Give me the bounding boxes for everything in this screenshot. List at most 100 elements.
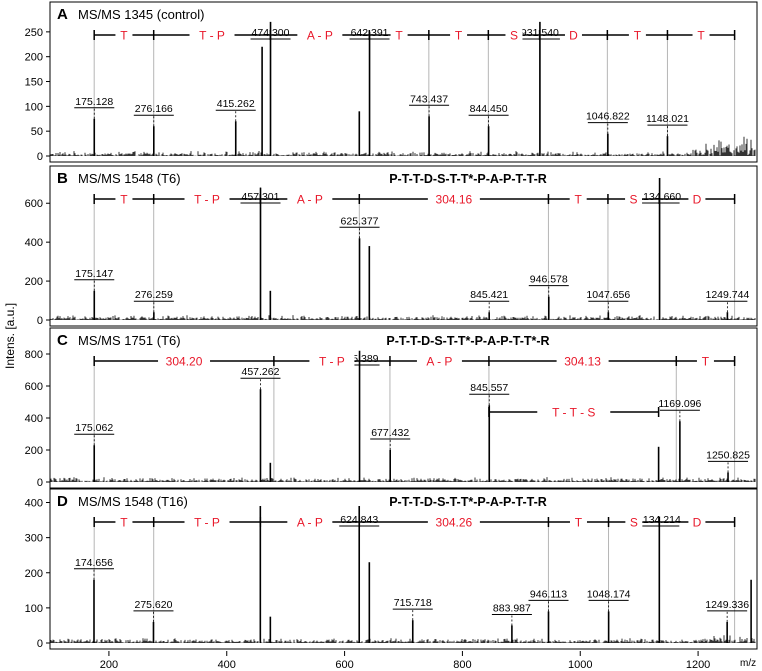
peptide-sequence: P-T-T-D-S-T-T*-P-A-P-T-T-R: [389, 172, 547, 186]
spectrum-noise-trace: [50, 136, 756, 156]
ladder-label-bg: [450, 27, 468, 42]
residue-label: T: [697, 29, 705, 43]
peak-label: 845.557: [470, 382, 508, 394]
ladder-label-bg: [184, 191, 230, 206]
residue-label: 304.13: [564, 355, 601, 369]
ladder-label-bg: [688, 191, 706, 206]
residue-label: T - P: [199, 29, 225, 43]
residue-label: T - P: [194, 193, 220, 207]
y-tick-label: 0: [37, 477, 43, 489]
x-tick-label: 200: [100, 659, 118, 671]
residue-label: 304.20: [166, 355, 203, 369]
peak-label: 844.450: [470, 103, 508, 115]
y-tick-label: 600: [25, 198, 43, 210]
residue-label: A - P: [297, 516, 323, 530]
x-tick-label: 400: [218, 659, 236, 671]
y-tick-label: 400: [25, 413, 43, 425]
peak-label: 1250.825: [706, 449, 750, 461]
panel-title: MS/MS 1548 (T6): [78, 171, 181, 186]
peak-label: 276.166: [135, 103, 173, 115]
ladder-label-bg: [115, 191, 133, 206]
y-tick-label: 200: [25, 445, 43, 457]
ladder-label-bg: [416, 353, 462, 368]
peak-label: 677.432: [371, 427, 409, 439]
residue-label: T: [120, 193, 128, 207]
ladder-label-bg: [189, 27, 235, 42]
y-tick-label: 400: [25, 498, 43, 510]
y-tick-label: 100: [25, 101, 43, 113]
residue-label: T: [634, 29, 642, 43]
peak-label: 743.437: [410, 93, 448, 105]
ladder-label-bg: [569, 514, 587, 529]
ladder-label-bg: [505, 27, 523, 42]
y-tick-label: 0: [37, 638, 43, 650]
panel-letter: D: [57, 493, 68, 510]
x-tick-label: 1200: [686, 659, 710, 671]
ladder-label-bg: [309, 353, 355, 368]
x-axis-unit: m/z: [740, 658, 756, 669]
panel-group: A MS/MS 1345 (control) 0 50 100 150 200 250 175.…: [25, 1, 758, 650]
peak-label: 946.113: [530, 588, 567, 600]
peak-label: 1048.174: [587, 588, 631, 600]
ladder-label-bg: [696, 353, 714, 368]
y-tick-label: 800: [25, 349, 43, 361]
y-tick-label: 150: [25, 77, 43, 89]
x-axis: 200 400 600 800 1000 1200: [100, 651, 710, 671]
residue-label: T: [455, 29, 463, 43]
peak-label: 457.262: [242, 366, 280, 378]
x-tick-label: 600: [335, 659, 353, 671]
residue-label: T: [575, 193, 583, 207]
residue-label: T - P: [319, 355, 345, 369]
y-tick-label: 100: [25, 603, 43, 615]
peak-label: 845.421: [470, 289, 508, 301]
residue-label: D: [569, 29, 578, 43]
panel-title: MS/MS 1548 (T16): [78, 494, 188, 509]
peak-label: 1047.656: [586, 289, 630, 301]
residue-label: T: [120, 29, 128, 43]
peak-label: 1046.822: [586, 111, 630, 123]
residue-label: A - P: [307, 29, 333, 43]
peptide-sequence: P-T-T-D-S-T-T*-P-A-P-T-T-R: [389, 495, 547, 509]
peak-label: 275.620: [134, 599, 172, 611]
residue-label: T: [120, 516, 128, 530]
y-tick-label: 0: [37, 315, 43, 327]
ladder-label-bg: [625, 514, 643, 529]
residue-label: S: [510, 29, 518, 43]
panel-c: C MS/MS 1751 (T6) P-T-T-D-S-T-T*-P-A-P-T-T…: [25, 327, 758, 489]
panel-letter: A: [57, 6, 68, 23]
residue-label: D: [693, 193, 702, 207]
panel-a: A MS/MS 1345 (control) 0 50 100 150 200 250 175.…: [25, 1, 758, 163]
peak-label: 175.128: [75, 96, 113, 108]
ladder-label-bg: [184, 514, 230, 529]
peak-label: 946.578: [530, 274, 568, 286]
ladder-label-bg: [537, 404, 611, 419]
y-tick-label: 250: [25, 27, 43, 39]
peak-label: 715.718: [394, 597, 432, 609]
ladder-label-bg: [390, 27, 408, 42]
y-tick-label: 300: [25, 533, 43, 545]
ladder-label-bg: [427, 191, 480, 206]
peak-label: 415.262: [217, 98, 255, 110]
residue-label: T: [702, 355, 710, 369]
ladder-label-bg: [115, 27, 133, 42]
spectrum-noise-trace: [50, 315, 756, 320]
ladder-label-bg: [564, 27, 582, 42]
peak-label: 1249.336: [705, 599, 749, 611]
panel-d: D MS/MS 1548 (T16) P-T-T-D-S-T-T*-P-A-P-T-…: [25, 488, 758, 650]
residue-label: 304.26: [436, 516, 473, 530]
panel-frame: [49, 1, 758, 163]
peak-label: 1148.021: [646, 113, 689, 125]
panel-title: MS/MS 1345 (control): [78, 7, 204, 22]
residue-label: 304.16: [436, 193, 473, 207]
residue-label: S: [630, 193, 638, 207]
ladder-label-bg: [569, 191, 587, 206]
panel-frame: [49, 488, 758, 650]
peptide-sequence: P-T-T-D-S-T-T*-P-A-P-T-T*-R: [386, 334, 549, 348]
x-tick-label: 1000: [568, 659, 592, 671]
y-tick-label: 200: [25, 568, 43, 580]
peak-label: 1249.744: [705, 289, 749, 301]
y-tick-label: 200: [25, 276, 43, 288]
panel-frame: [49, 327, 758, 489]
ladder-label-bg: [692, 27, 710, 42]
